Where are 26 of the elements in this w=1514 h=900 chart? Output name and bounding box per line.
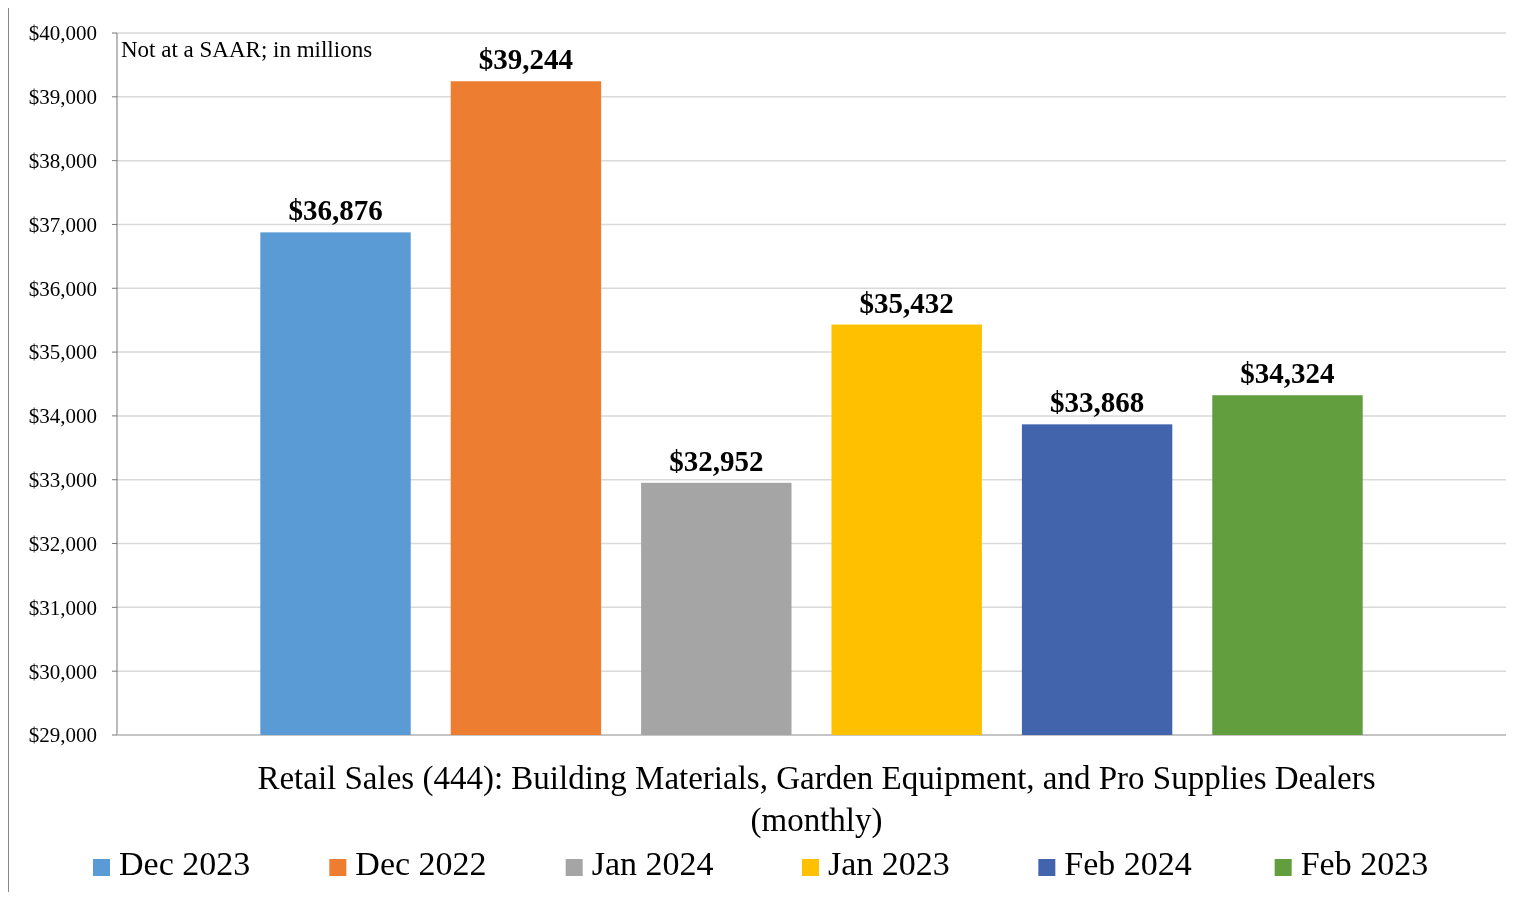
legend-label: Dec 2023 bbox=[119, 845, 251, 882]
y-tick-label: $34,000 bbox=[28, 404, 97, 429]
y-tick-label: $32,000 bbox=[28, 531, 97, 556]
data-label: $39,244 bbox=[478, 43, 574, 76]
y-tick-label: $40,000 bbox=[28, 21, 97, 46]
annotation: Not at a SAAR; in millions bbox=[121, 37, 373, 62]
y-tick-label: $33,000 bbox=[28, 468, 97, 493]
data-label: $36,876 bbox=[288, 194, 383, 227]
data-label: $35,432 bbox=[859, 286, 954, 319]
y-tick-label: $36,000 bbox=[28, 276, 97, 301]
legend-label: Jan 2024 bbox=[591, 845, 714, 882]
legend-label: Jan 2023 bbox=[828, 845, 950, 882]
data-label: $34,324 bbox=[1240, 357, 1335, 390]
y-tick-label: $31,000 bbox=[28, 595, 97, 620]
y-tick-label: $29,000 bbox=[28, 723, 97, 748]
y-tick-label: $37,000 bbox=[28, 212, 97, 237]
x-axis-title: Retail Sales (444): Building Materials, Garden Equipment, and Pro Supplies Dealers (monthly) bbox=[257, 760, 1376, 839]
legend-label: Feb 2023 bbox=[1300, 845, 1429, 882]
data-label: $32,952 bbox=[669, 444, 764, 477]
y-tick-label: $30,000 bbox=[28, 659, 97, 684]
legend-label: Dec 2022 bbox=[355, 845, 487, 882]
y-tick-label: $35,000 bbox=[28, 340, 97, 365]
y-tick-label: $38,000 bbox=[28, 148, 97, 173]
legend-label: Feb 2024 bbox=[1064, 845, 1192, 882]
y-tick-label: $39,000 bbox=[28, 85, 97, 110]
data-label: $33,868 bbox=[1049, 386, 1145, 419]
